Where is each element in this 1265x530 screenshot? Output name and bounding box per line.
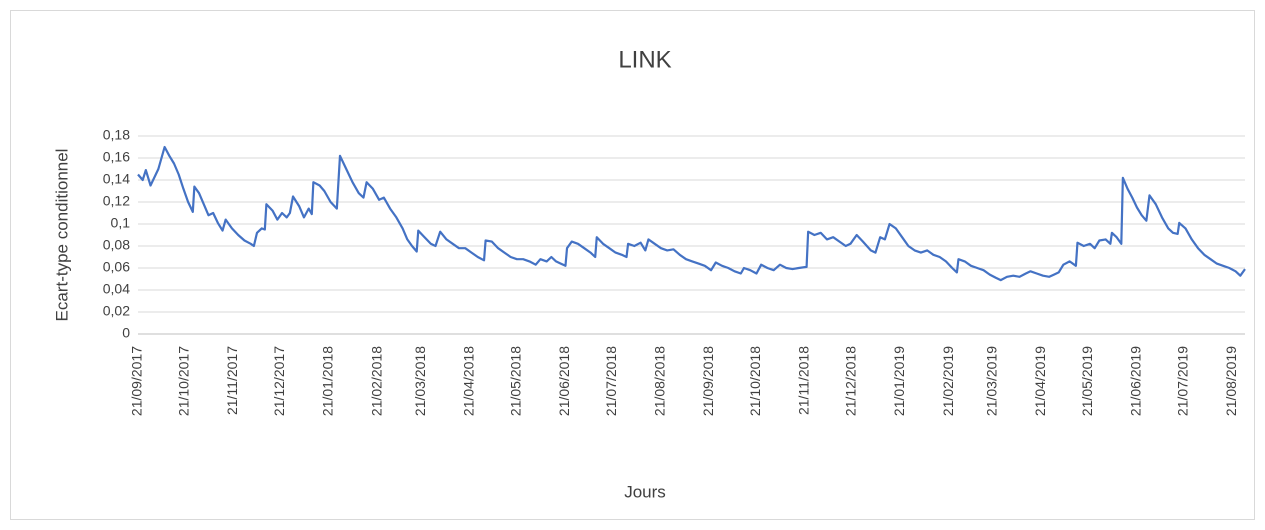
y-tick-label: 0,14 <box>103 171 130 187</box>
x-tick-label: 21/06/2019 <box>1128 346 1144 416</box>
x-tick-label: 21/06/2018 <box>556 346 572 416</box>
y-tick-label: 0,16 <box>103 149 130 165</box>
x-tick-label: 21/01/2018 <box>320 346 336 416</box>
x-tick-label: 21/08/2018 <box>652 346 668 416</box>
x-tick-label: 21/05/2019 <box>1079 346 1095 416</box>
x-tick-label: 21/09/2017 <box>129 346 145 416</box>
data-line <box>137 145 1246 282</box>
x-tick-label: 21/12/2018 <box>843 346 859 416</box>
x-tick-label: 21/11/2018 <box>796 346 812 415</box>
x-tick-label: 21/07/2019 <box>1175 346 1191 416</box>
chart-frame <box>10 10 1255 520</box>
x-tick-label: 21/03/2019 <box>984 346 1000 416</box>
y-tick-label: 0 <box>122 325 130 341</box>
y-tick-label: 0,02 <box>103 303 130 319</box>
y-tick-label: 0,1 <box>111 215 131 231</box>
chart-title: LINK <box>618 46 671 73</box>
y-axis-label: Ecart-type conditionnel <box>52 149 71 322</box>
x-tick-label: 21/08/2019 <box>1223 346 1239 416</box>
x-tick-label: 21/02/2018 <box>368 346 384 416</box>
x-tick-label: 21/01/2019 <box>891 346 907 416</box>
x-tick-label: 21/09/2018 <box>700 346 716 416</box>
y-tick-label: 0,04 <box>103 281 130 297</box>
y-tick-label: 0,06 <box>103 259 130 275</box>
x-axis-label: Jours <box>624 482 666 501</box>
x-tick-label: 21/03/2018 <box>412 346 428 416</box>
y-tick-label: 0,08 <box>103 237 130 253</box>
x-tick-label: 21/10/2017 <box>176 346 192 416</box>
x-tick-label: 21/02/2019 <box>940 346 956 416</box>
x-tick-label: 21/10/2018 <box>747 346 763 416</box>
x-tick-label: 21/12/2017 <box>271 346 287 416</box>
y-tick-label: 0,12 <box>103 193 130 209</box>
x-tick-label: 21/04/2018 <box>461 346 477 416</box>
y-tick-label: 0,18 <box>103 127 130 143</box>
x-tick-label: 21/07/2018 <box>603 346 619 416</box>
x-tick-label: 21/11/2017 <box>224 346 240 415</box>
x-tick-label: 21/05/2018 <box>508 346 524 416</box>
x-tick-label: 21/04/2019 <box>1032 346 1048 416</box>
